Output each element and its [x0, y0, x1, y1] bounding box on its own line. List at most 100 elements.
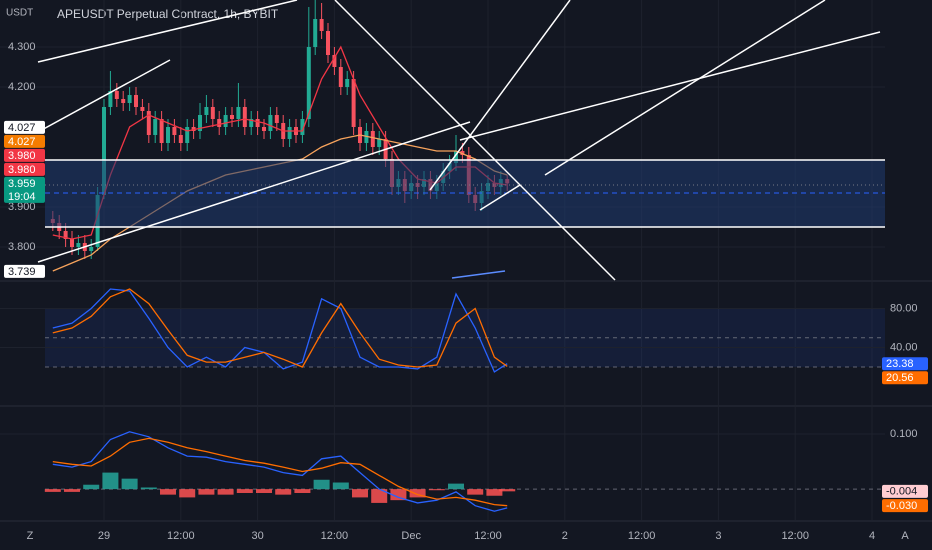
candle-body — [338, 67, 343, 87]
x-tick-label: 12:00 — [321, 530, 349, 542]
price-badge-label: 3.980 — [8, 150, 36, 162]
price-badge-label: 3.739 — [8, 266, 36, 278]
trend-line — [544, 0, 826, 176]
candle-body — [210, 107, 215, 119]
histogram-bar — [198, 489, 215, 495]
candle-body — [242, 107, 247, 127]
candle-body — [377, 139, 382, 147]
x-tick-label: 3 — [715, 530, 721, 542]
x-tick-label: 12:00 — [167, 530, 195, 542]
y-tick-label: 4.200 — [8, 81, 36, 93]
trend-line — [429, 0, 571, 191]
price-badge — [4, 162, 45, 176]
histogram-bar — [390, 489, 407, 501]
x-tick-label: 4 — [869, 530, 875, 542]
candle-body — [178, 135, 183, 143]
histogram-bar — [44, 489, 61, 492]
candle-body — [172, 127, 177, 135]
candle-body — [198, 115, 203, 131]
candle-body — [89, 247, 94, 251]
histogram-bar — [256, 489, 273, 493]
price-badge — [4, 264, 45, 278]
x-tick-label: 12:00 — [781, 530, 809, 542]
x-tick-label: 12:00 — [474, 530, 502, 542]
price-badge — [882, 499, 928, 513]
candle-body — [454, 151, 459, 163]
price-badge — [4, 148, 45, 162]
price-badge — [4, 134, 45, 148]
price-badge-label: 3.980 — [8, 164, 36, 176]
price-badge — [882, 371, 928, 385]
trend-line — [37, 59, 171, 133]
candle-body — [230, 115, 235, 119]
histogram-bar — [313, 479, 330, 490]
candle-body — [146, 111, 151, 135]
histogram-bar — [371, 489, 388, 503]
y-tick-label: 0.100 — [890, 428, 918, 440]
trend-line — [37, 0, 298, 63]
histogram-bar — [140, 487, 157, 490]
price-badge-label: 4.027 — [8, 122, 36, 134]
candle-body — [287, 127, 292, 139]
indicator-line — [52, 288, 508, 373]
histogram-bar — [217, 489, 234, 495]
auto-scale-button[interactable]: A — [901, 530, 909, 542]
histogram-bar — [467, 489, 484, 495]
price-badge-label: -0.030 — [886, 500, 917, 512]
y-tick-label: 4.300 — [8, 41, 36, 53]
candle-body — [108, 91, 113, 107]
histogram-bar — [179, 489, 196, 498]
candle-body — [70, 239, 75, 247]
candle-body — [306, 47, 311, 119]
candle-body — [300, 119, 305, 135]
candle-body — [274, 115, 279, 123]
candle-body — [319, 19, 324, 31]
candle-body — [326, 31, 331, 55]
trend-line — [479, 184, 521, 211]
trend-line — [334, 0, 616, 281]
candle-body — [166, 127, 171, 143]
price-badge — [882, 484, 928, 498]
candle-body — [153, 119, 158, 135]
candle-body — [159, 119, 164, 143]
candle-body — [332, 55, 337, 67]
drawings — [37, 0, 885, 281]
histogram-bar — [236, 489, 253, 493]
y-tick-label: 3.800 — [8, 241, 36, 253]
candle-body — [364, 131, 369, 143]
indicator-line — [52, 437, 508, 507]
y-tick-label: 3.900 — [8, 201, 36, 213]
histogram-bar — [121, 478, 138, 490]
candle-body — [185, 127, 190, 143]
price-badge-label: 20.56 — [886, 372, 914, 384]
candle-body — [370, 131, 375, 147]
histogram-bar — [332, 482, 349, 490]
y-tick-label: 80.00 — [890, 302, 918, 314]
histogram-bar — [499, 489, 516, 492]
x-tick-label: 2 — [562, 530, 568, 542]
candle-body — [217, 119, 222, 127]
trend-line — [459, 31, 881, 141]
price-badge — [4, 176, 45, 203]
price-badge — [882, 357, 928, 371]
indicator-line — [52, 431, 508, 512]
histogram-bar — [83, 484, 100, 490]
y-tick-label: 40.00 — [890, 341, 918, 353]
histogram-bar — [428, 489, 445, 491]
candle-body — [345, 79, 350, 87]
candle-body — [63, 231, 68, 239]
x-tick-label: 12:00 — [628, 530, 656, 542]
candle-body — [313, 19, 318, 47]
histogram-bar — [409, 489, 426, 498]
candle-body — [191, 127, 196, 131]
candle-body — [121, 99, 126, 103]
candle-body — [140, 107, 145, 111]
histogram-bar — [352, 489, 369, 498]
x-tick-label: 30 — [251, 530, 263, 542]
histogram-bar — [486, 489, 503, 496]
currency-label: USDT — [6, 8, 33, 19]
timezone-button[interactable]: Z — [27, 530, 34, 542]
trend-line — [37, 121, 471, 263]
price-badge-label: 23.38 — [886, 358, 914, 370]
